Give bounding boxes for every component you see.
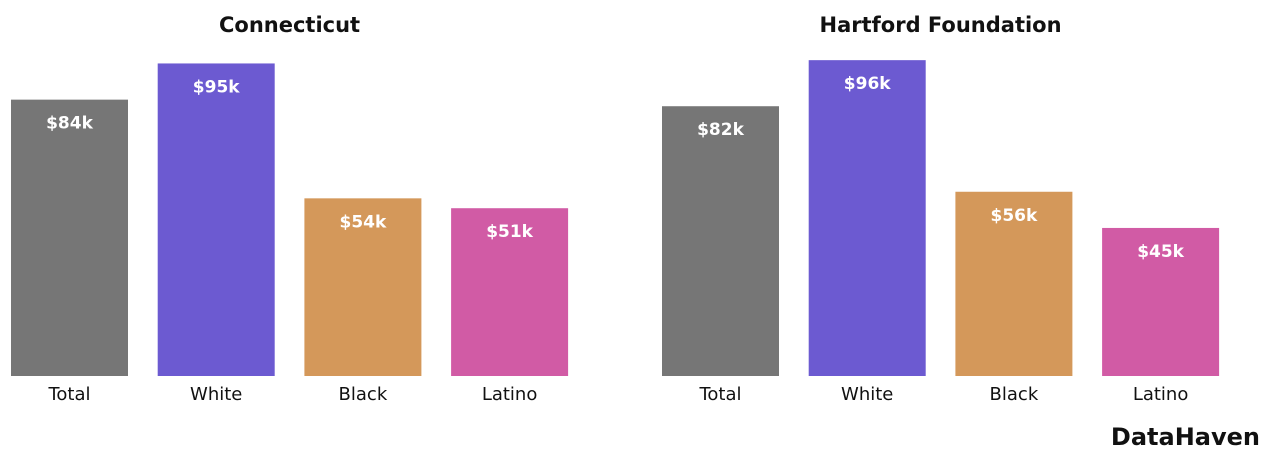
- bar: [1102, 227, 1220, 376]
- x-tick-label: Black: [339, 384, 388, 405]
- value-label: $54k: [340, 212, 387, 232]
- value-label: $51k: [486, 222, 533, 242]
- x-tick-label: Latino: [1133, 384, 1189, 405]
- credit: DataHaven: [1111, 423, 1260, 451]
- x-tick-label: Total: [47, 384, 90, 405]
- bar: [11, 99, 128, 376]
- bar: [808, 60, 926, 376]
- x-tick-label: Total: [698, 384, 741, 405]
- x-tick-label: White: [190, 384, 242, 405]
- bar: [157, 63, 275, 376]
- x-tick-label: Black: [990, 384, 1039, 405]
- chart-title: Connecticut: [219, 13, 360, 37]
- bar: [662, 106, 779, 376]
- value-label: $56k: [991, 206, 1038, 226]
- value-label: $45k: [1137, 242, 1184, 262]
- value-label: $95k: [193, 77, 240, 97]
- value-label: $96k: [844, 74, 891, 94]
- x-tick-label: White: [841, 384, 893, 405]
- value-label: $82k: [697, 120, 744, 140]
- bar: [955, 191, 1073, 376]
- bar: [304, 198, 422, 376]
- chart-title: Hartford Foundation: [820, 13, 1062, 37]
- bar: [451, 208, 569, 376]
- value-label: $84k: [46, 114, 93, 134]
- x-tick-label: Latino: [482, 384, 538, 405]
